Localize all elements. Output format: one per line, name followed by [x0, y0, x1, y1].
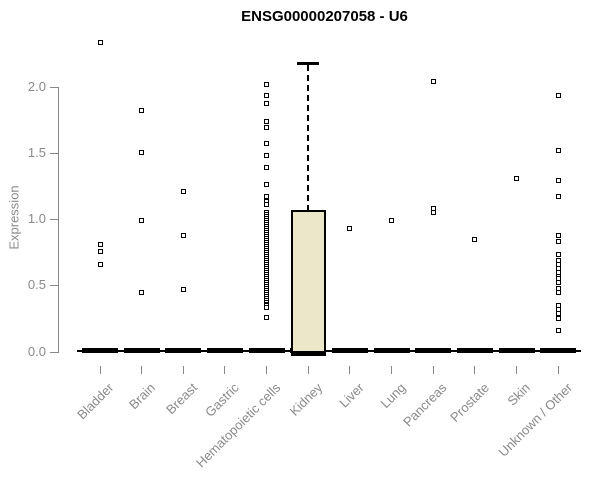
- x-tick-mark: [391, 366, 393, 374]
- x-tick-mark: [349, 366, 351, 374]
- x-tick-mark: [474, 366, 476, 374]
- data-point: [430, 210, 436, 216]
- x-tick-label: Skin: [504, 380, 534, 409]
- zero-median-bar: [456, 348, 493, 353]
- x-tick-mark: [516, 366, 518, 374]
- y-tick-mark: [50, 351, 58, 353]
- data-point: [180, 286, 186, 292]
- data-point: [555, 178, 561, 184]
- data-point: [97, 241, 103, 247]
- x-tick-mark: [307, 366, 309, 374]
- x-tick-mark: [141, 366, 143, 374]
- x-tick-label: Brain: [126, 380, 159, 413]
- boxplot-box: [290, 210, 326, 356]
- data-point: [555, 232, 561, 238]
- data-point: [264, 125, 270, 131]
- data-point: [347, 225, 353, 231]
- y-tick-label: 2.0: [27, 78, 46, 94]
- x-tick-label: Breast: [162, 380, 200, 418]
- x-tick-label: Kidney: [286, 380, 325, 419]
- x-tick-label: Bladder: [74, 380, 117, 423]
- x-tick-label: Prostate: [446, 380, 492, 425]
- y-tick-label: 1.5: [27, 144, 46, 160]
- x-tick-mark: [557, 366, 559, 374]
- data-point: [264, 141, 270, 147]
- zero-median-bar: [498, 348, 535, 353]
- y-axis-line: [58, 86, 59, 353]
- data-point: [555, 316, 561, 322]
- boxplot-whisker: [307, 64, 310, 212]
- data-point: [264, 165, 270, 171]
- chart-title: ENSG00000207058 - U6: [241, 8, 408, 25]
- data-point: [264, 182, 270, 188]
- zero-median-bar: [415, 348, 452, 353]
- whisker-cap: [297, 61, 320, 65]
- data-point: [264, 202, 270, 208]
- zero-median-bar: [331, 348, 368, 353]
- data-point: [514, 175, 520, 181]
- zero-median-bar: [123, 348, 160, 353]
- zero-median-bar: [248, 348, 285, 353]
- data-point: [139, 289, 145, 295]
- x-tick-mark: [266, 366, 268, 374]
- data-point: [97, 261, 103, 267]
- x-tick-label: Unknown / Other: [495, 380, 575, 460]
- zero-median-bar: [165, 348, 202, 353]
- data-point: [264, 314, 270, 320]
- data-point: [139, 218, 145, 224]
- data-point: [555, 328, 561, 333]
- y-tick-mark: [50, 86, 58, 88]
- y-tick-label: 0.0: [27, 343, 46, 359]
- y-tick-mark: [50, 152, 58, 154]
- data-point: [555, 280, 561, 286]
- data-point: [139, 150, 145, 156]
- data-point: [139, 108, 145, 114]
- zero-median-bar: [373, 348, 410, 353]
- data-point: [555, 252, 561, 258]
- data-point: [555, 289, 561, 295]
- data-point: [472, 236, 478, 242]
- data-point: [97, 248, 103, 254]
- y-tick-mark: [50, 285, 58, 287]
- y-tick-label: 0.5: [27, 277, 46, 293]
- zero-median-bar: [540, 348, 577, 353]
- data-point: [264, 305, 270, 311]
- data-point: [555, 310, 561, 316]
- x-tick-mark: [99, 366, 101, 374]
- data-point: [555, 93, 561, 99]
- x-tick-mark: [224, 366, 226, 374]
- data-point: [264, 101, 270, 107]
- data-point: [555, 194, 561, 200]
- zero-median-bar: [82, 348, 118, 353]
- x-tick-label: Pancreas: [400, 380, 450, 430]
- y-tick-label: 1.0: [27, 211, 46, 227]
- data-point: [97, 40, 103, 46]
- data-point: [555, 147, 561, 153]
- data-point: [180, 188, 186, 194]
- data-point: [555, 239, 561, 245]
- data-point: [264, 153, 270, 159]
- data-point: [264, 118, 270, 124]
- y-tick-mark: [50, 219, 58, 221]
- x-tick-label: Gastric: [201, 380, 242, 420]
- x-tick-mark: [182, 366, 184, 374]
- zero-median-bar: [206, 348, 243, 353]
- x-tick-mark: [432, 366, 434, 374]
- data-point: [264, 194, 270, 200]
- x-tick-label: Lung: [377, 380, 409, 412]
- data-point: [430, 78, 436, 84]
- x-tick-label: Liver: [336, 380, 367, 411]
- data-point: [389, 218, 395, 224]
- data-point: [180, 232, 186, 238]
- data-point: [264, 93, 270, 99]
- data-point: [264, 81, 270, 87]
